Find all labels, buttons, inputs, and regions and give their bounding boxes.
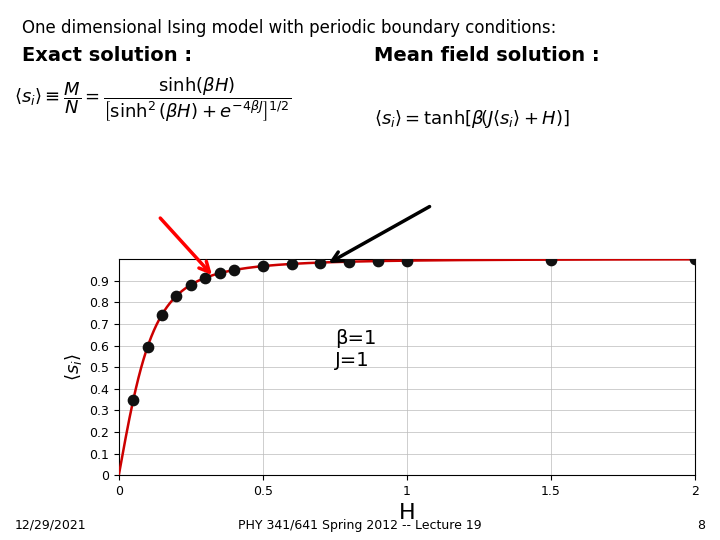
Point [257,262,269,271]
Text: Exact solution :: Exact solution : [22,46,192,65]
Point [156,310,168,319]
Text: Mean field solution :: Mean field solution : [374,46,600,65]
Point [171,292,182,300]
Point [315,258,326,267]
Text: 12/29/2021: 12/29/2021 [14,519,86,532]
Text: $\langle s_i \rangle \equiv \dfrac{M}{N} = \dfrac{\sinh(\beta H)}{\left[\sinh^2(: $\langle s_i \rangle \equiv \dfrac{M}{N}… [14,76,292,124]
Text: PHY 341/641 Spring 2012 -- Lecture 19: PHY 341/641 Spring 2012 -- Lecture 19 [238,519,482,532]
Point [142,342,153,351]
Text: One dimensional Ising model with periodic boundary conditions:: One dimensional Ising model with periodi… [22,19,556,37]
Text: $\langle s_i \rangle = \tanh\!\left[\beta\!\left(J\langle s_i \rangle + H\right): $\langle s_i \rangle = \tanh\!\left[\bet… [374,108,570,130]
Point [343,258,355,266]
Point [228,266,240,274]
Point [127,396,139,404]
Point [199,273,211,282]
Text: β=1
J=1: β=1 J=1 [335,329,376,370]
Point [401,256,413,265]
Y-axis label: $\langle s_i \rangle$: $\langle s_i \rangle$ [63,353,84,381]
Point [185,280,197,289]
Point [545,255,557,264]
Text: 8: 8 [698,519,706,532]
X-axis label: H: H [398,503,415,523]
Point [689,255,701,264]
Point [214,269,225,278]
Point [286,260,297,268]
Point [372,256,384,265]
